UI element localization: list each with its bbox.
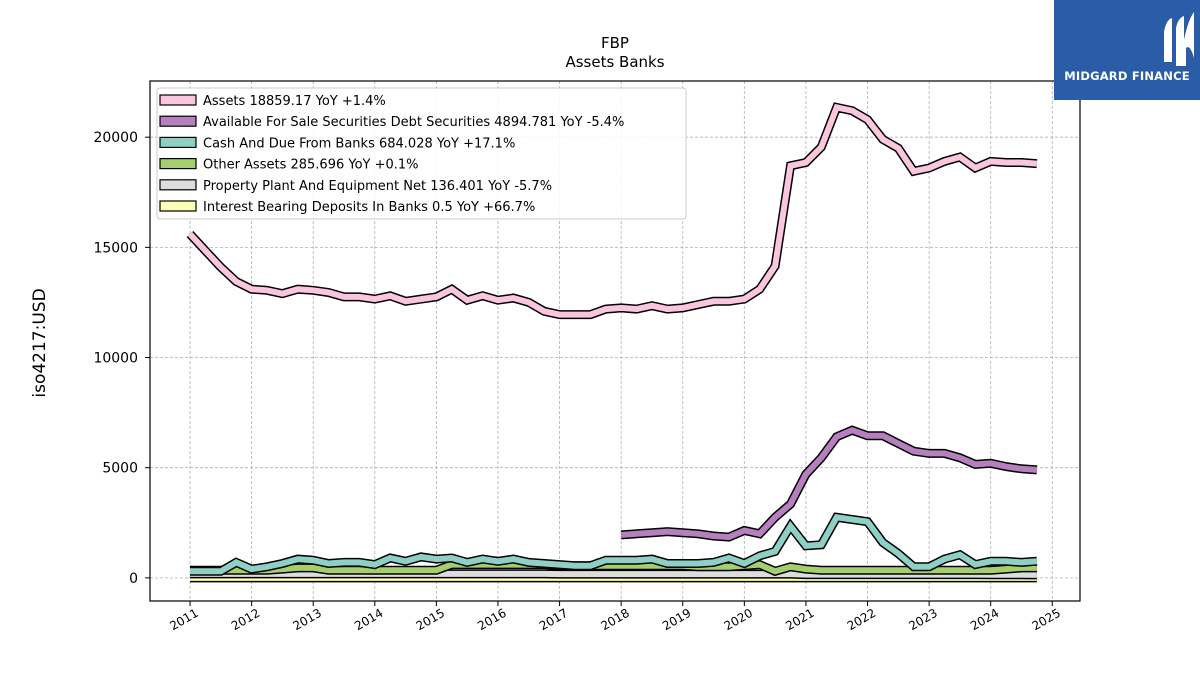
plot-frame <box>149 80 1081 602</box>
legend-label: Interest Bearing Deposits In Banks 0.5 Y… <box>203 200 535 215</box>
x-tick-label: 2023 <box>906 606 939 633</box>
series-line-assets <box>187 103 1038 318</box>
series-line-cash-and-due-from-banks <box>190 514 1038 575</box>
x-tick-label: 2020 <box>722 606 755 633</box>
x-tick-label: 2012 <box>229 606 262 633</box>
x-tick-label: 2011 <box>167 606 200 633</box>
series-available-for-sale-securities-debt-securities <box>620 425 1038 542</box>
y-tick-label: 5000 <box>102 461 138 477</box>
chart-series-layer <box>186 102 1038 583</box>
brand-name: MIDGARD FINANCE <box>1064 69 1190 83</box>
legend-swatch <box>159 115 197 127</box>
legend-swatch <box>159 158 197 170</box>
x-tick-label: 2021 <box>783 606 816 633</box>
x-tick-label: 2017 <box>537 606 570 633</box>
x-tick-label: 2022 <box>845 606 878 633</box>
legend-swatch <box>159 136 197 148</box>
legend-swatch <box>159 200 197 212</box>
x-tick-label: 2015 <box>414 606 447 633</box>
chart-title: FBP <box>601 34 629 52</box>
x-tick-label: 2018 <box>598 606 631 633</box>
midgard-logo-icon <box>1164 12 1194 66</box>
legend-swatch <box>159 179 197 191</box>
x-tick-label: 2016 <box>475 606 508 633</box>
series-line-available-for-sale-securities-debt-securities <box>620 426 1038 541</box>
series-line-other-assets <box>190 561 1037 575</box>
x-tick-label: 2019 <box>660 606 693 633</box>
y-tick-label: 15000 <box>93 240 138 256</box>
y-axis-label: iso4217:USD <box>30 288 50 397</box>
legend-box <box>156 87 687 220</box>
legend-label: Property Plant And Equipment Net 136.401… <box>203 179 552 194</box>
series-other-assets <box>190 560 1037 577</box>
x-axis: 2011 2012 2013 2014 2015 2016 2017 2018 2019 2020… <box>167 601 1063 633</box>
legend: Assets 18859.17 YoY +1.4% Available For S… <box>156 87 687 220</box>
y-tick-label: 10000 <box>93 351 138 367</box>
x-tick-label: 2014 <box>352 606 385 633</box>
legend-label: Assets 18859.17 YoY +1.4% <box>203 94 386 109</box>
y-tick-label: 20000 <box>93 130 138 146</box>
chart-subtitle: Assets Banks <box>565 53 664 71</box>
series-assets <box>186 102 1038 320</box>
legend-label: Available For Sale Securities Debt Secur… <box>203 115 624 130</box>
y-tick-label: 0 <box>129 571 138 587</box>
series-cash-and-due-from-banks <box>190 512 1038 576</box>
x-tick-label: 2024 <box>968 606 1001 633</box>
y-axis: 0 5000 10000 15000 20000 <box>93 130 150 587</box>
x-tick-label: 2013 <box>290 606 323 633</box>
legend-label: Other Assets 285.696 YoY +0.1% <box>203 158 419 173</box>
x-tick-label: 2025 <box>1030 606 1063 633</box>
legend-swatch <box>159 94 197 106</box>
brand-logo: MIDGARD FINANCE <box>1054 0 1200 100</box>
legend-label: Cash And Due From Banks 684.028 YoY +17.… <box>203 136 515 151</box>
